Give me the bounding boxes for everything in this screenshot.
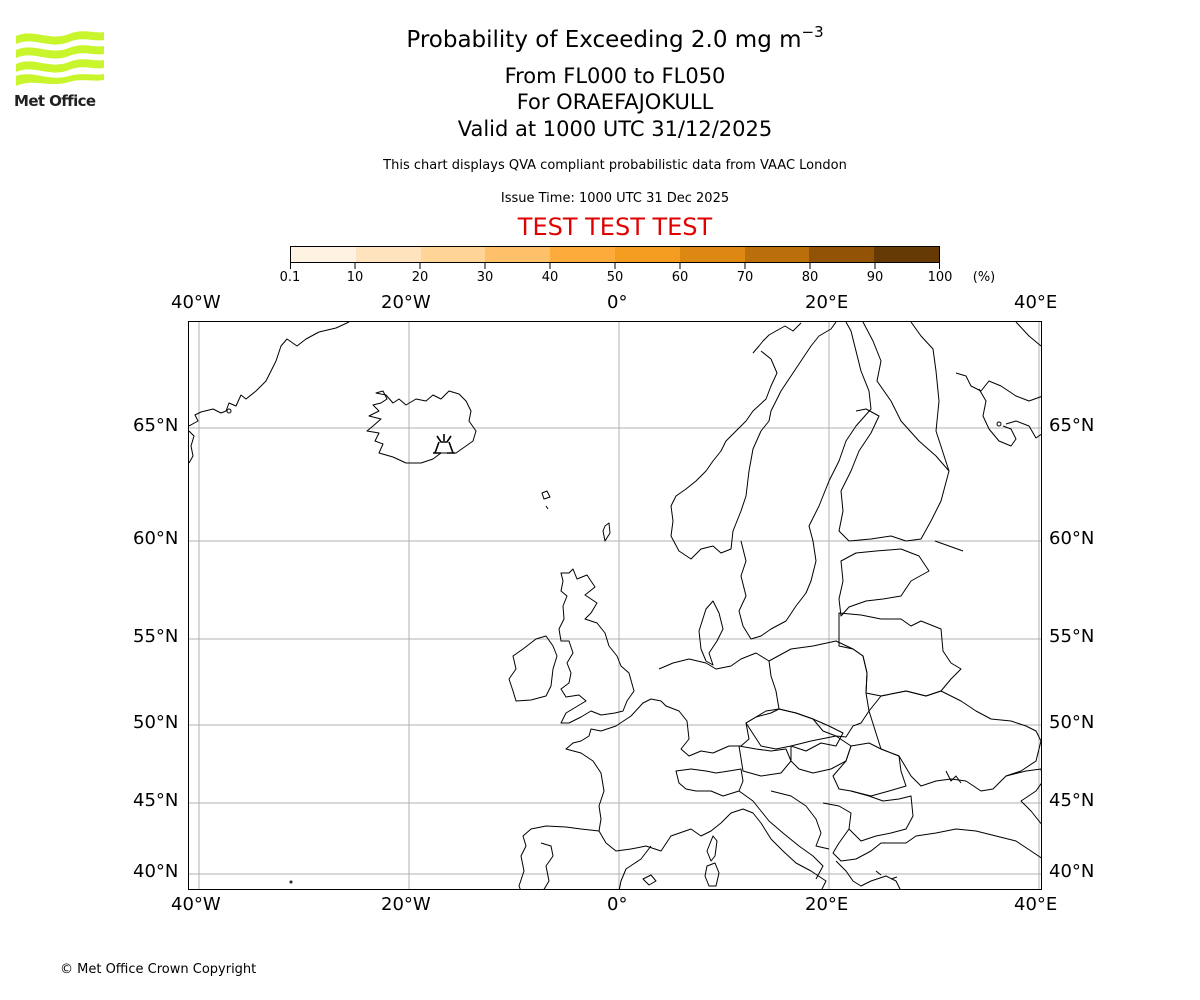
lat-label: 60°N — [133, 528, 179, 549]
test-banner: TEST TEST TEST — [517, 213, 713, 241]
map-panel[interactable] — [188, 321, 1042, 890]
lat-label: 45°N — [133, 790, 179, 811]
lat-label: 50°N — [1049, 712, 1095, 733]
lon-label: 20°E — [805, 292, 849, 313]
lon-label: 40°E — [1014, 894, 1058, 915]
colorbar — [290, 246, 940, 263]
chart-title: Probability of Exceeding 2.0 mg m−3 — [406, 23, 824, 53]
lat-label: 40°N — [133, 861, 179, 882]
gridlines — [189, 322, 1041, 889]
issue-time: Issue Time: 1000 UTC 31 Dec 2025 — [500, 191, 730, 206]
met-office-logo: Met Office — [14, 30, 106, 112]
colorbar-segment — [550, 247, 615, 262]
lat-label: 55°N — [133, 626, 179, 647]
colorbar-segment — [291, 247, 356, 262]
colorbar-unit: (%) — [972, 270, 996, 285]
lat-label: 40°N — [1049, 861, 1095, 882]
colorbar-segment — [614, 247, 680, 262]
chart-description: This chart displays QVA compliant probab… — [383, 158, 847, 173]
coastlines — [189, 322, 1041, 889]
colorbar-segment — [744, 247, 810, 262]
colorbar-segment — [420, 247, 486, 262]
colorbar-tick-label: 90 — [866, 270, 884, 285]
lat-label: 45°N — [1049, 790, 1095, 811]
colorbar-segment — [355, 247, 421, 262]
valid-time: Valid at 1000 UTC 31/12/2025 — [457, 117, 773, 141]
colorbar-segment — [809, 247, 875, 262]
colorbar-tick-label: 100 — [927, 270, 953, 285]
lon-label: 0° — [607, 894, 628, 915]
lon-label: 20°E — [805, 894, 849, 915]
colorbar-tick-label: 0.1 — [279, 270, 301, 285]
lat-label: 65°N — [1049, 415, 1095, 436]
volcano-icon[interactable] — [433, 434, 455, 454]
colorbar-ticks — [290, 263, 940, 269]
colorbar-tick-label: 80 — [801, 270, 819, 285]
volcano-name: For ORAEFAJOKULL — [516, 90, 714, 114]
lat-label: 55°N — [1049, 626, 1095, 647]
flight-levels: From FL000 to FL050 — [504, 64, 726, 88]
lat-label: 50°N — [133, 712, 179, 733]
lon-label: 40°W — [171, 894, 221, 915]
map-canvas — [189, 322, 1041, 889]
lon-label: 40°W — [171, 292, 221, 313]
colorbar-tick-label: 30 — [476, 270, 494, 285]
lon-label: 40°E — [1014, 292, 1058, 313]
lon-label: 20°W — [381, 292, 431, 313]
waves-icon — [16, 31, 104, 86]
colorbar-segment — [874, 247, 939, 262]
lon-label: 20°W — [381, 894, 431, 915]
colorbar-tick-label: 60 — [671, 270, 689, 285]
lat-label: 65°N — [133, 415, 179, 436]
colorbar-segment — [679, 247, 745, 262]
colorbar-tick-label: 50 — [606, 270, 624, 285]
colorbar-tick-label: 40 — [541, 270, 559, 285]
copyright-notice: © Met Office Crown Copyright — [60, 962, 257, 977]
colorbar-tick-label: 70 — [736, 270, 754, 285]
colorbar-segment — [485, 247, 551, 262]
logo-text: Met Office — [14, 92, 96, 110]
lat-label: 60°N — [1049, 528, 1095, 549]
lon-label: 0° — [607, 292, 628, 313]
colorbar-tick-label: 20 — [411, 270, 429, 285]
colorbar-tick-label: 10 — [346, 270, 364, 285]
